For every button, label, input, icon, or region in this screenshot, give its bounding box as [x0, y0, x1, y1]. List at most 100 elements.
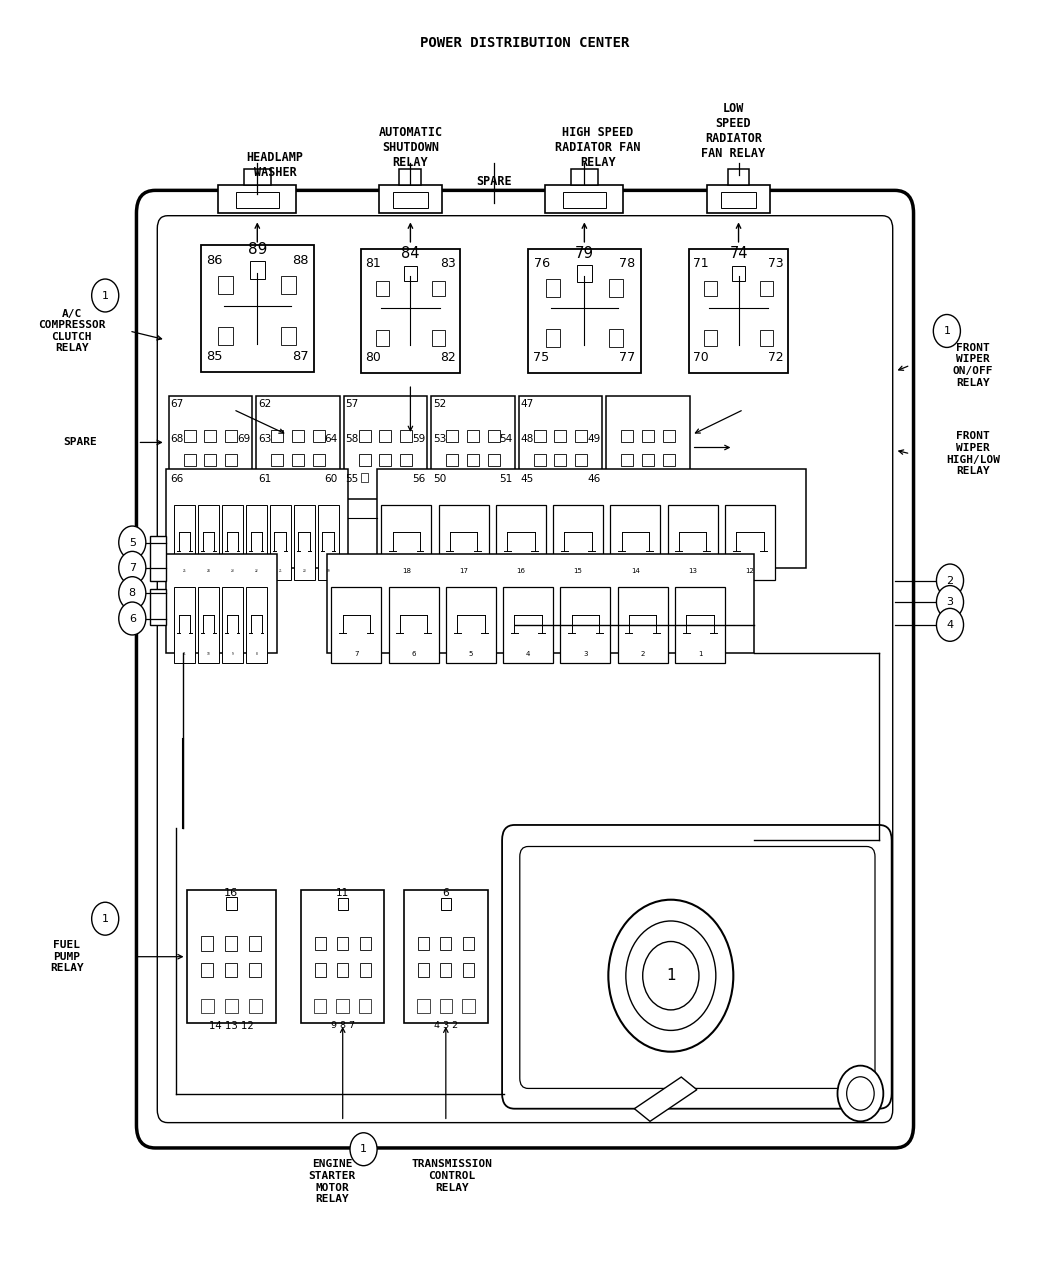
Bar	[292, 430, 303, 442]
Text: 4: 4	[946, 620, 953, 630]
Text: 80: 80	[365, 352, 381, 365]
Bar	[228, 473, 235, 482]
Text: AUTOMATIC
SHUTDOWN
RELAY: AUTOMATIC SHUTDOWN RELAY	[378, 126, 442, 168]
Text: 69: 69	[237, 435, 250, 444]
Bar	[496, 505, 546, 580]
Bar	[294, 473, 301, 482]
Text: 47: 47	[521, 399, 533, 409]
Text: 83: 83	[440, 258, 456, 270]
Text: FRONT
WIPER
ON/OFF
RELAY: FRONT WIPER ON/OFF RELAY	[952, 343, 993, 388]
Text: 67: 67	[170, 399, 184, 409]
Text: 58: 58	[345, 435, 359, 444]
Bar	[169, 395, 252, 500]
Bar	[376, 280, 390, 296]
Text: 17: 17	[459, 569, 468, 574]
Bar	[379, 430, 392, 442]
Bar	[446, 430, 458, 442]
Text: 77: 77	[620, 352, 635, 365]
Text: 68: 68	[170, 435, 184, 444]
Circle shape	[119, 602, 146, 635]
Bar	[467, 430, 479, 442]
Bar	[343, 395, 427, 500]
Text: 78: 78	[620, 258, 635, 270]
Bar	[315, 937, 326, 950]
Text: 22: 22	[254, 570, 258, 574]
Bar	[313, 454, 324, 467]
Bar	[417, 1000, 429, 1012]
Bar	[382, 473, 388, 482]
Text: 5: 5	[129, 538, 135, 547]
Circle shape	[350, 1132, 377, 1165]
Bar	[218, 277, 233, 295]
Text: 6: 6	[129, 613, 135, 623]
Bar	[721, 191, 756, 208]
Text: 2: 2	[640, 650, 645, 657]
Bar	[381, 505, 432, 580]
Text: POWER DISTRIBUTION CENTER: POWER DISTRIBUTION CENTER	[420, 36, 630, 50]
Bar	[249, 936, 261, 950]
Bar	[546, 279, 561, 297]
Text: 9 8 7: 9 8 7	[331, 1021, 355, 1030]
Text: 19: 19	[327, 570, 330, 574]
Bar	[533, 430, 546, 442]
Bar	[388, 586, 439, 663]
Bar	[218, 328, 233, 346]
Bar	[359, 1000, 372, 1012]
Bar	[207, 473, 214, 482]
Bar	[606, 395, 690, 500]
Bar	[488, 430, 500, 442]
Bar	[622, 430, 633, 442]
Bar	[760, 330, 773, 346]
Bar	[663, 454, 675, 467]
Bar	[402, 473, 410, 482]
Bar	[545, 185, 624, 213]
Text: 75: 75	[533, 352, 550, 365]
Bar	[432, 280, 444, 296]
Bar	[610, 505, 660, 580]
Bar	[166, 469, 348, 567]
Text: TRANSMISSION
CONTROL
RELAY: TRANSMISSION CONTROL RELAY	[412, 1159, 492, 1192]
Text: 23: 23	[230, 570, 234, 574]
Text: 49: 49	[587, 435, 601, 444]
Bar	[400, 454, 413, 467]
Bar	[222, 505, 243, 580]
Text: 72: 72	[769, 352, 784, 365]
Text: 11: 11	[183, 652, 186, 655]
Bar	[675, 586, 724, 663]
Bar	[418, 964, 428, 977]
Text: 86: 86	[206, 254, 223, 266]
Bar	[361, 249, 460, 372]
Bar	[281, 328, 296, 346]
Text: 6: 6	[412, 650, 416, 657]
Text: 81: 81	[365, 258, 381, 270]
Bar	[226, 430, 237, 442]
Text: 84: 84	[401, 246, 420, 261]
Bar	[246, 586, 267, 663]
Circle shape	[119, 527, 146, 558]
Bar	[376, 330, 390, 346]
Bar	[166, 553, 277, 653]
Bar	[246, 505, 267, 580]
Text: 10: 10	[207, 652, 210, 655]
Bar	[575, 454, 587, 467]
Text: 7: 7	[129, 562, 135, 572]
Text: 45: 45	[521, 473, 533, 483]
Bar	[571, 168, 598, 185]
Bar	[503, 586, 553, 663]
Bar	[404, 265, 417, 282]
Text: 4: 4	[526, 650, 530, 657]
Text: 63: 63	[258, 435, 271, 444]
Bar	[315, 964, 326, 977]
Bar	[202, 936, 213, 950]
Bar	[360, 937, 371, 950]
Text: 15: 15	[573, 569, 583, 574]
Bar	[490, 473, 498, 482]
Bar	[281, 277, 296, 295]
Text: 52: 52	[433, 399, 446, 409]
Bar	[432, 330, 444, 346]
Text: 82: 82	[440, 352, 456, 365]
Circle shape	[119, 551, 146, 584]
Bar	[440, 964, 452, 977]
Text: 54: 54	[500, 435, 512, 444]
Bar	[249, 1000, 261, 1012]
